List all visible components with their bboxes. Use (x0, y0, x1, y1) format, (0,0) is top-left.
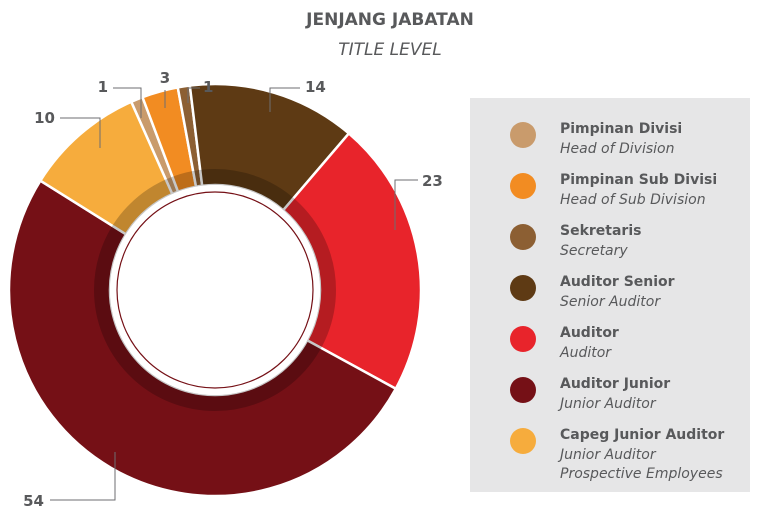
legend-swatch (510, 326, 536, 352)
leader-line (50, 452, 116, 501)
data-label: 23 (422, 172, 443, 190)
legend-label: Pimpinan Sub Divisi (560, 172, 717, 188)
legend-sublabel: Senior Auditor (560, 294, 661, 310)
leader-line (269, 87, 300, 112)
legend-sublabel: Junior Auditor (557, 447, 657, 463)
legend-label: Pimpinan Divisi (560, 121, 682, 137)
legend-label: Auditor (560, 325, 619, 341)
inner-hole (110, 185, 320, 395)
inner-ring (116, 191, 314, 389)
leader-line (187, 87, 200, 103)
inner-shade (94, 169, 336, 411)
legend-label: Sekretaris (560, 223, 641, 239)
legend-label: Capeg Junior Auditor (560, 427, 724, 443)
data-label: 10 (34, 109, 55, 127)
legend-swatch (510, 173, 536, 199)
legend-sublabel: Junior Auditor (557, 396, 657, 412)
legend-swatch (510, 428, 536, 454)
data-label: 3 (160, 69, 170, 87)
legend-swatch (510, 275, 536, 301)
legend-label: Auditor Senior (560, 274, 675, 290)
legend-sublabel: Secretary (560, 243, 628, 259)
data-label: 1 (203, 78, 213, 96)
leader-line (394, 179, 418, 230)
chart-title: JENJANG JABATAN (305, 10, 474, 30)
legend-swatch (510, 377, 536, 403)
legend-label: Auditor Junior (560, 376, 670, 392)
leader-line (60, 117, 101, 148)
chart-subtitle: TITLE LEVEL (338, 40, 441, 60)
data-label: 54 (23, 492, 44, 510)
legend-sublabel: Prospective Employees (560, 466, 723, 482)
legend-swatch (510, 122, 536, 148)
leader-line (113, 87, 142, 118)
data-label: 1 (98, 78, 108, 96)
donut-slice (7, 178, 398, 498)
legend-sublabel: Head of Division (560, 141, 674, 157)
legend-sublabel: Auditor (559, 345, 612, 361)
data-label: 14 (305, 78, 326, 96)
legend-sublabel: Head of Sub Division (560, 192, 706, 208)
legend-swatch (510, 224, 536, 250)
